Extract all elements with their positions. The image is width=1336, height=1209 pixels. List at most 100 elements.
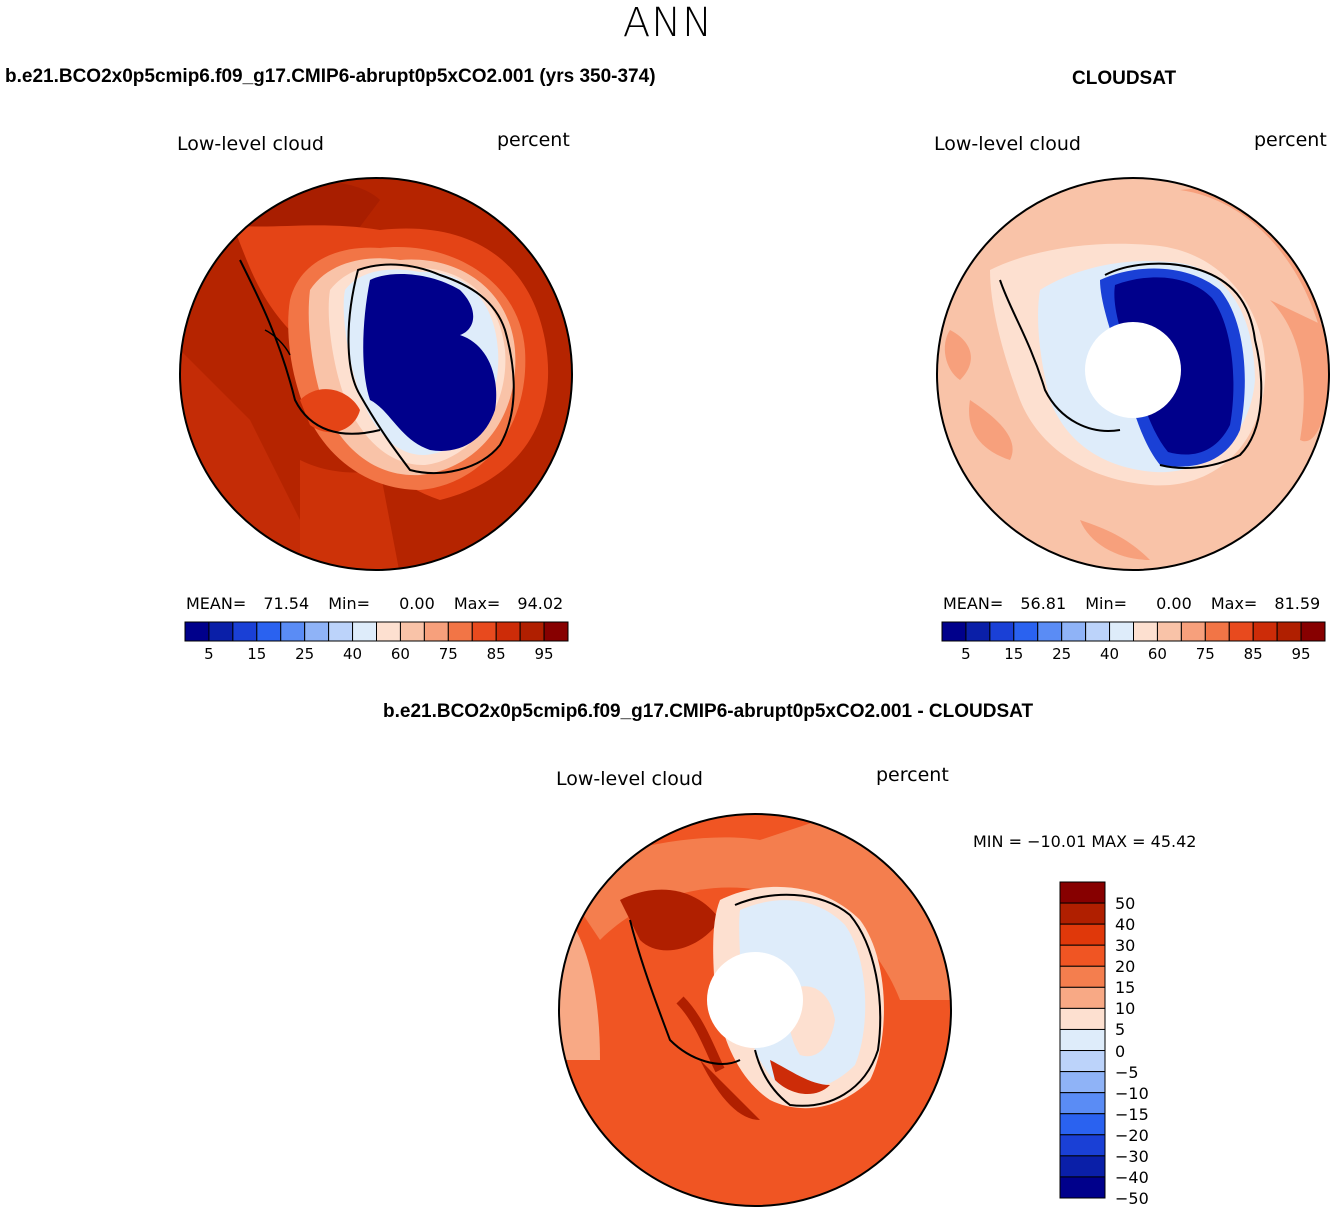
model-panel-title: b.e21.BCO2x0p5cmip6.f09_g17.CMIP6-abrupt…	[5, 66, 656, 87]
model-mean-value: 71.54	[263, 594, 310, 613]
obs-colorbar-box	[1300, 621, 1326, 642]
obs-min-value: 0.00	[1156, 594, 1192, 613]
diff-colorbar-box	[1059, 944, 1106, 967]
model-colorbar-box	[280, 621, 306, 642]
model-colorbar-box	[208, 621, 234, 642]
model-colorbar-label: 75	[438, 645, 458, 663]
diff-colorbar	[1059, 881, 1106, 1199]
obs-colorbar-label: 60	[1147, 645, 1167, 663]
diff-colorbar-box	[1059, 1134, 1106, 1157]
obs-units-label: percent	[1254, 129, 1327, 151]
diff-colorbar-label: 0	[1115, 1041, 1126, 1061]
diff-colorbar-box	[1059, 965, 1106, 988]
model-colorbar-label: 60	[390, 645, 410, 663]
obs-max-label: Max=	[1210, 594, 1258, 613]
obs-colorbar-box	[1156, 621, 1182, 642]
model-colorbar-box	[184, 621, 210, 642]
obs-colorbar-label: 5	[961, 645, 971, 663]
diff-colorbar-label: −20	[1115, 1125, 1149, 1145]
obs-colorbar-box	[1109, 621, 1134, 642]
diff-colorbar-box	[1059, 923, 1106, 946]
model-colorbar	[184, 621, 569, 642]
obs-colorbar-label: 40	[1100, 645, 1120, 663]
diff-colorbar-box	[1059, 1071, 1106, 1094]
obs-variable-label: Low-level cloud	[934, 133, 1081, 155]
diff-minmax-text: MIN = −10.01 MAX = 45.42	[973, 832, 1197, 851]
model-colorbar-label: 5	[204, 645, 214, 663]
diff-colorbar-label: −30	[1115, 1146, 1149, 1166]
diff-colorbar-label: −10	[1115, 1083, 1149, 1103]
diff-colorbar-label: 20	[1115, 957, 1136, 977]
diff-colorbar-label: −15	[1115, 1104, 1149, 1124]
obs-colorbar-label: 15	[1004, 645, 1024, 663]
obs-panel-title: CLOUDSAT	[1072, 68, 1177, 89]
diff-map-border	[558, 813, 952, 1207]
diff-colorbar-box	[1059, 881, 1106, 904]
model-min-value: 0.00	[399, 594, 435, 613]
diff-colorbar-label: −40	[1115, 1167, 1149, 1187]
diff-colorbar-box	[1059, 1155, 1106, 1178]
model-colorbar-box	[423, 621, 449, 642]
model-colorbar-box	[519, 621, 545, 642]
obs-colorbar-box	[1204, 621, 1230, 642]
obs-colorbar-label: 75	[1195, 645, 1215, 663]
diff-colorbar-label: 40	[1115, 915, 1136, 935]
model-polar-map	[180, 178, 572, 570]
model-colorbar-box	[256, 621, 282, 642]
model-colorbar-box	[376, 621, 401, 642]
obs-colorbar-box	[965, 621, 991, 642]
model-colorbar-label: 95	[534, 645, 554, 663]
diff-colorbar-box	[1059, 1092, 1106, 1115]
model-colorbar-box	[328, 621, 354, 642]
diff-panel-title: b.e21.BCO2x0p5cmip6.f09_g17.CMIP6-abrupt…	[383, 701, 1034, 722]
obs-colorbar-box	[1228, 621, 1254, 642]
obs-colorbar-box	[1180, 621, 1206, 642]
diff-colorbar-box	[1059, 1050, 1106, 1073]
obs-colorbar-box	[1276, 621, 1302, 642]
model-colorbar-label: 15	[247, 645, 267, 663]
obs-colorbar-box	[1085, 621, 1111, 642]
model-colorbar-box	[495, 621, 521, 642]
obs-colorbar-label: 85	[1243, 645, 1263, 663]
diff-colorbar-box	[1059, 902, 1106, 925]
diff-variable-label: Low-level cloud	[556, 768, 703, 790]
model-colorbar-box	[304, 621, 330, 642]
model-stats: MEAN= 71.54 Min= 0.00 Max= 94.02	[186, 594, 563, 613]
diff-colorbar-box	[1059, 1028, 1106, 1052]
model-min-label: Min=	[328, 594, 371, 613]
obs-colorbar-box	[989, 621, 1015, 642]
obs-colorbar-label: 95	[1291, 645, 1311, 663]
diff-colorbar-label: −50	[1115, 1189, 1149, 1208]
obs-stats: MEAN= 56.81 Min= 0.00 Max= 81.59	[943, 594, 1320, 613]
obs-colorbar-box	[1133, 621, 1158, 642]
obs-mean-label: MEAN=	[943, 594, 1004, 613]
diff-colorbar-label: 10	[1115, 999, 1136, 1019]
model-units-label: percent	[497, 129, 570, 151]
obs-colorbar	[941, 621, 1326, 642]
diff-colorbar-label: 50	[1115, 894, 1136, 914]
diff-colorbar-label: 15	[1115, 978, 1136, 998]
obs-colorbar-box	[1037, 621, 1063, 642]
obs-colorbar-box	[1013, 621, 1039, 642]
model-map-border	[179, 177, 573, 571]
diff-units-label: percent	[876, 764, 949, 786]
obs-polar-mask	[1085, 322, 1181, 418]
model-colorbar-label: 40	[343, 645, 363, 663]
diff-colorbar-box	[1059, 1176, 1106, 1199]
diff-colorbar-label: −5	[1115, 1062, 1139, 1082]
model-mean-label: MEAN=	[186, 594, 247, 613]
diff-colorbar-box	[1059, 986, 1106, 1009]
obs-mean-value: 56.81	[1020, 594, 1067, 613]
model-max-label: Max=	[453, 594, 501, 613]
obs-map-border	[936, 177, 1330, 571]
model-colorbar-box	[543, 621, 569, 642]
diff-colorbar-label: 30	[1115, 936, 1136, 956]
model-colorbar-label: 85	[486, 645, 506, 663]
obs-max-value: 81.59	[1274, 594, 1321, 613]
season-title: ANN	[622, 0, 714, 46]
model-colorbar-box	[232, 621, 258, 642]
diff-polar-mask	[707, 952, 803, 1048]
obs-min-label: Min=	[1085, 594, 1128, 613]
obs-colorbar-label: 25	[1052, 645, 1072, 663]
model-colorbar-box	[352, 621, 377, 642]
